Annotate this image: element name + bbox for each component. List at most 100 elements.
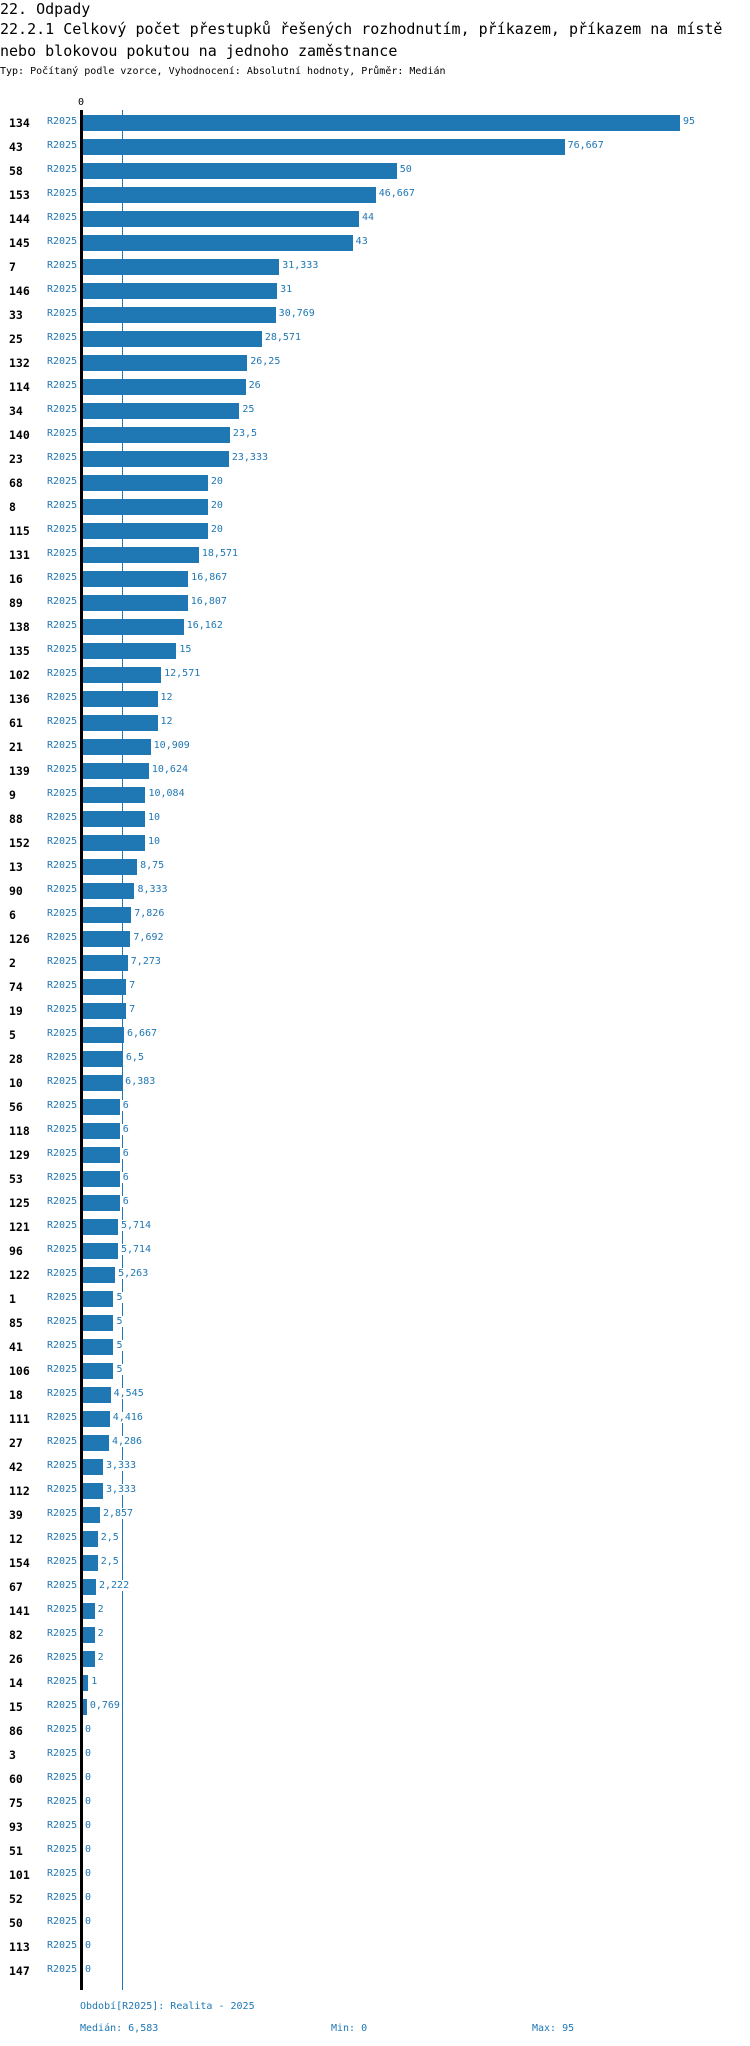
- category-label: 2: [9, 956, 16, 970]
- bar-row: 34 R2025 25: [0, 399, 750, 423]
- category-label: 102: [9, 668, 30, 682]
- series-label: R2025: [47, 188, 78, 199]
- value-label: 0: [84, 1724, 93, 1735]
- bar-row: 6 R2025 7,826: [0, 903, 750, 927]
- category-label: 16: [9, 572, 23, 586]
- bar-row: 39 R2025 2,857: [0, 1503, 750, 1527]
- value-label: 2,5: [99, 1556, 120, 1567]
- series-label: R2025: [47, 1772, 78, 1783]
- bar: [82, 811, 145, 827]
- category-label: 7: [9, 260, 16, 274]
- series-label: R2025: [47, 212, 78, 223]
- bar-row: 122 R2025 5,263: [0, 1263, 750, 1287]
- bar-row: 7 R2025 31,333: [0, 255, 750, 279]
- bar: [82, 691, 158, 707]
- bar: [82, 859, 138, 875]
- value-label: 2,5: [99, 1532, 120, 1543]
- value-label: 95: [682, 116, 697, 127]
- bar-row: 61 R2025 12: [0, 711, 750, 735]
- category-label: 39: [9, 1508, 23, 1522]
- series-label: R2025: [47, 1052, 78, 1063]
- series-label: R2025: [47, 956, 78, 967]
- value-label: 31,333: [281, 260, 320, 271]
- value-label: 8,333: [136, 884, 169, 895]
- series-label: R2025: [47, 1916, 78, 1927]
- category-label: 111: [9, 1412, 30, 1426]
- value-label: 76,667: [566, 140, 605, 151]
- bar-row: 25 R2025 28,571: [0, 327, 750, 351]
- bar: [82, 1219, 118, 1235]
- bar-row: 121 R2025 5,714: [0, 1215, 750, 1239]
- bar-row: 33 R2025 30,769: [0, 303, 750, 327]
- chart-title-line-1: 22.2.1 Celkový počet přestupků řešených …: [0, 20, 723, 38]
- category-label: 1: [9, 1292, 16, 1306]
- bar: [82, 307, 276, 323]
- category-label: 82: [9, 1628, 23, 1642]
- series-label: R2025: [47, 1940, 78, 1951]
- bar: [82, 715, 158, 731]
- bar-row: 67 R2025 2,222: [0, 1575, 750, 1599]
- series-label: R2025: [47, 476, 78, 487]
- value-label: 43: [354, 236, 369, 247]
- bar-row: 27 R2025 4,286: [0, 1431, 750, 1455]
- bar-row: 12 R2025 2,5: [0, 1527, 750, 1551]
- bar: [82, 763, 149, 779]
- bar: [82, 235, 353, 251]
- bar: [82, 211, 359, 227]
- value-label: 5,714: [119, 1244, 153, 1255]
- bar-row: 52 R2025 0: [0, 1887, 750, 1911]
- category-label: 93: [9, 1820, 23, 1834]
- category-label: 50: [9, 1916, 23, 1930]
- bar-row: 74 R2025 7: [0, 975, 750, 999]
- value-label: 4,286: [110, 1436, 144, 1447]
- category-label: 51: [9, 1844, 23, 1858]
- category-label: 26: [9, 1652, 23, 1666]
- value-label: 23,333: [230, 452, 269, 463]
- value-label: 6,667: [125, 1028, 159, 1039]
- series-label: R2025: [47, 836, 78, 847]
- series-label: R2025: [47, 1196, 78, 1207]
- bar-row: 131 R2025 18,571: [0, 543, 750, 567]
- bar-row: 96 R2025 5,714: [0, 1239, 750, 1263]
- series-label: R2025: [47, 1148, 78, 1159]
- category-label: 86: [9, 1724, 23, 1738]
- category-label: 3: [9, 1748, 16, 1762]
- series-label: R2025: [47, 236, 78, 247]
- category-label: 89: [9, 596, 23, 610]
- bar-row: 129 R2025 6: [0, 1143, 750, 1167]
- value-label: 1: [90, 1676, 99, 1687]
- bar-row: 58 R2025 50: [0, 159, 750, 183]
- category-label: 144: [9, 212, 30, 226]
- bar-row: 90 R2025 8,333: [0, 879, 750, 903]
- value-label: 26: [247, 380, 262, 391]
- series-label: R2025: [47, 860, 78, 871]
- category-label: 115: [9, 524, 30, 538]
- value-label: 16,162: [185, 620, 224, 631]
- value-label: 2,222: [97, 1580, 131, 1591]
- bar-row: 141 R2025 2: [0, 1599, 750, 1623]
- bar-row: 112 R2025 3,333: [0, 1479, 750, 1503]
- bar: [82, 1699, 87, 1715]
- bar-row: 134 R2025 95: [0, 111, 750, 135]
- category-label: 61: [9, 716, 23, 730]
- bar-row: 68 R2025 20: [0, 471, 750, 495]
- bar: [82, 835, 145, 851]
- category-label: 134: [9, 116, 30, 130]
- series-label: R2025: [47, 620, 78, 631]
- series-label: R2025: [47, 716, 78, 727]
- bar-row: 43 R2025 76,667: [0, 135, 750, 159]
- bar-row: 16 R2025 16,867: [0, 567, 750, 591]
- bar: [82, 355, 248, 371]
- value-label: 0: [84, 1844, 93, 1855]
- category-label: 139: [9, 764, 30, 778]
- value-label: 6: [121, 1100, 130, 1111]
- category-label: 125: [9, 1196, 30, 1210]
- bar: [82, 1627, 95, 1643]
- bar-row: 51 R2025 0: [0, 1839, 750, 1863]
- bar-row: 9 R2025 10,084: [0, 783, 750, 807]
- series-label: R2025: [47, 1340, 78, 1351]
- category-label: 75: [9, 1796, 23, 1810]
- series-label: R2025: [47, 428, 78, 439]
- category-label: 88: [9, 812, 23, 826]
- value-label: 6: [121, 1172, 130, 1183]
